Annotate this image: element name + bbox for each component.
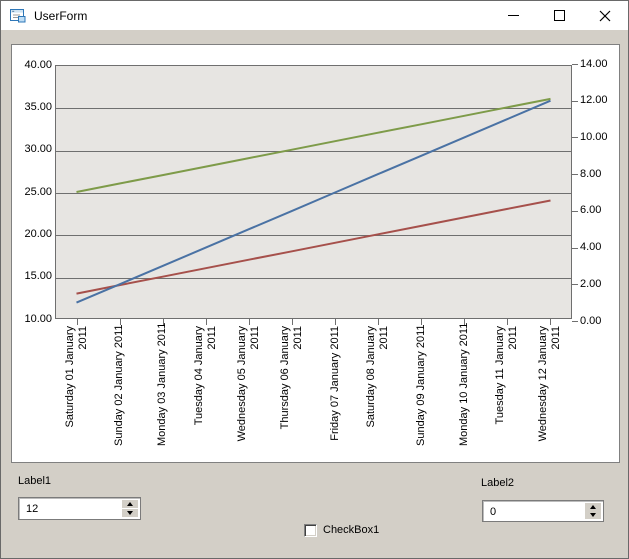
red-series <box>76 199 551 295</box>
left-axis-tick-label: 35.00 <box>24 100 52 113</box>
left-axis-tick-label: 20.00 <box>24 227 52 240</box>
label2: Label2 <box>481 477 515 489</box>
right-axis-tick-label: 6.00 <box>580 204 602 217</box>
gridline <box>56 193 571 194</box>
x-axis-tick <box>248 319 250 325</box>
minimize-button[interactable] <box>490 1 536 30</box>
x-axis-tick <box>162 319 164 325</box>
right-axis-tick-label: 0.00 <box>580 314 602 327</box>
plot-area <box>55 65 572 319</box>
arrow-up-icon <box>590 505 596 509</box>
series-lines <box>76 97 551 304</box>
label1: Label1 <box>18 475 52 487</box>
right-axis-tick-label: 10.00 <box>580 130 608 143</box>
x-axis-tick <box>421 319 423 325</box>
close-icon <box>599 10 611 21</box>
left-axis-tick-label: 40.00 <box>24 58 52 71</box>
left-axis-tick-label: 30.00 <box>24 143 52 156</box>
spinbox2-spinner <box>585 503 601 519</box>
right-axis-tick <box>572 321 578 322</box>
x-axis-tick <box>205 319 207 325</box>
green-series <box>76 97 551 193</box>
right-axis-tick-label: 12.00 <box>580 94 608 107</box>
x-axis-tick <box>76 319 78 325</box>
gridline <box>56 108 571 110</box>
right-axis-tick <box>572 174 578 176</box>
spinbox1 <box>18 497 141 520</box>
x-axis-tick <box>119 319 121 325</box>
right-axis-tick <box>572 137 578 139</box>
left-axis-tick-label: 15.00 <box>24 270 52 283</box>
right-axis-tick <box>572 64 578 65</box>
gridline <box>56 235 571 237</box>
right-axis-tick <box>572 210 578 212</box>
spinbox2-down-button[interactable] <box>585 511 601 519</box>
spinbox1-up-button[interactable] <box>122 500 138 508</box>
window-title: UserForm <box>34 8 88 23</box>
right-axis-tick <box>572 247 578 249</box>
right-axis-tick-label: 2.00 <box>580 277 602 290</box>
maximize-icon <box>553 10 565 21</box>
arrow-down-icon <box>590 513 596 517</box>
arrow-down-icon <box>127 511 133 515</box>
gridline <box>56 277 571 279</box>
gridline <box>56 150 571 152</box>
spinbox1-spinner <box>122 500 138 517</box>
x-axis-tick <box>335 319 337 325</box>
spinbox2 <box>482 500 604 522</box>
userform-icon <box>10 8 26 22</box>
checkbox1-label[interactable]: CheckBox1 <box>323 524 380 536</box>
x-axis-tick <box>507 319 509 325</box>
right-axis-tick <box>572 100 578 102</box>
left-axis-tick-label: 25.00 <box>24 185 52 198</box>
blue-series <box>76 99 551 304</box>
chart-control: 40.00 35.00 30.00 25.00 20.00 15.00 10.00 14.00… <box>11 44 620 463</box>
right-axis-tick-label: 14.00 <box>580 57 608 70</box>
checkbox1[interactable] <box>304 524 317 537</box>
x-axis-tick <box>378 319 380 325</box>
arrow-up-icon <box>127 502 133 506</box>
spinbox1-down-button[interactable] <box>122 509 138 517</box>
spinbox2-input[interactable] <box>484 502 588 521</box>
right-axis-tick-label: 4.00 <box>580 241 602 254</box>
titlebar: UserForm <box>1 1 628 30</box>
x-axis-tick <box>464 319 466 325</box>
x-axis-tick <box>550 319 552 325</box>
caption-buttons <box>490 1 628 30</box>
x-axis-tick <box>291 319 293 325</box>
spinbox1-input[interactable] <box>20 499 125 518</box>
right-axis-tick <box>572 284 578 286</box>
right-axis-tick-label: 8.00 <box>580 167 602 180</box>
minimize-icon <box>507 15 519 16</box>
maximize-button[interactable] <box>536 1 582 30</box>
spinbox2-up-button[interactable] <box>585 503 601 511</box>
left-axis-tick-label: 10.00 <box>24 312 52 325</box>
close-button[interactable] <box>582 1 628 30</box>
